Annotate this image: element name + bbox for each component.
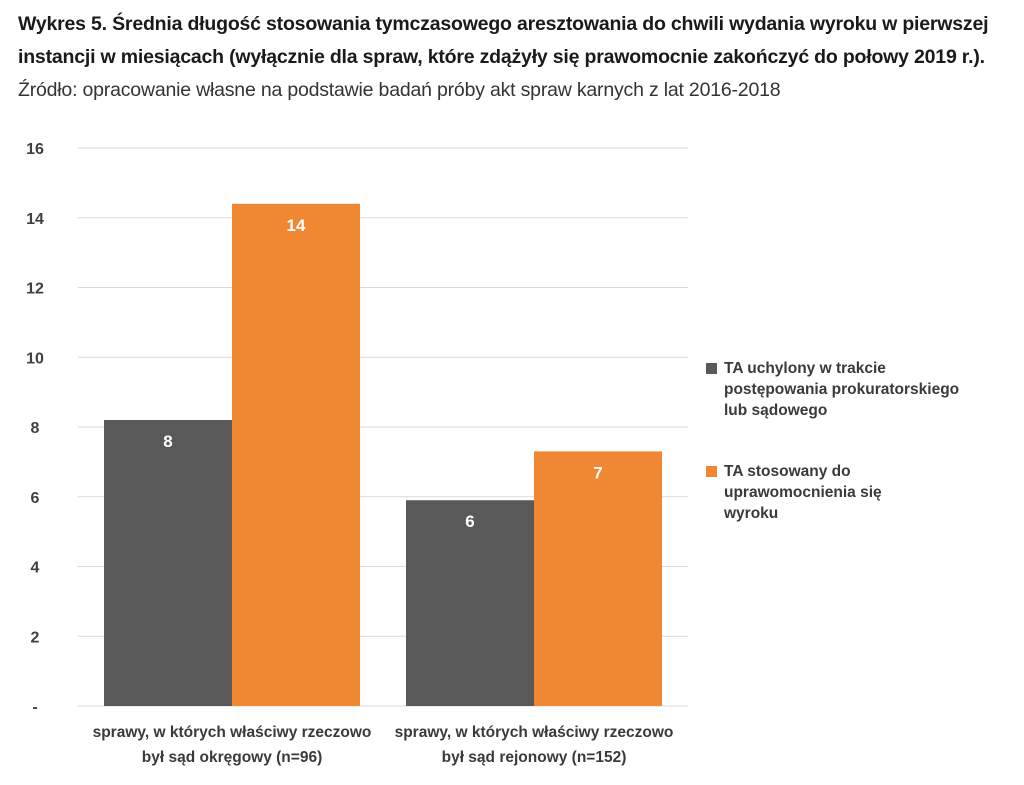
bar-value-label: 6	[465, 512, 474, 531]
legend-label: TA stosowany do uprawomocnienia się wyroku	[724, 461, 974, 524]
y-tick-label: 2	[31, 629, 40, 646]
bar	[406, 500, 534, 706]
bar-value-label: 8	[163, 432, 172, 451]
x-category-label-line: sprawy, w których właściwy rzeczowo	[92, 724, 372, 741]
caption-title: Wykres 5. Średnia długość stosowania tym…	[18, 13, 989, 68]
bar	[232, 203, 360, 707]
x-category-label: sprawy, w których właściwy rzeczowo był s…	[384, 720, 684, 770]
legend-label-line: lub sądowego	[724, 402, 828, 419]
y-tick-label: 10	[26, 350, 44, 367]
legend-label-line: wyroku	[724, 505, 779, 522]
y-tick-label: 16	[26, 141, 44, 158]
legend-label-line: postępowania prokuratorskiego	[724, 381, 960, 398]
x-category-label-line: był sąd rejonowy (n=152)	[441, 749, 627, 766]
y-tick-label: 14	[26, 211, 44, 228]
legend-label-line: TA uchylony w trakcie	[724, 360, 886, 377]
y-tick-label: 4	[31, 560, 40, 577]
bar	[104, 420, 232, 706]
legend-label-line: uprawomocnienia się	[724, 484, 882, 501]
y-tick-label: 6	[31, 490, 40, 507]
x-category-label: sprawy, w których właściwy rzeczowo był s…	[82, 720, 382, 770]
legend-label: TA uchylony w trakcie postępowania prokur…	[724, 358, 974, 421]
legend-swatch	[706, 363, 717, 374]
legend-swatch	[706, 466, 717, 477]
x-category-label-line: sprawy, w których właściwy rzeczowo	[394, 724, 674, 741]
legend-label-line: TA stosowany do	[724, 463, 851, 480]
bar-value-label: 7	[593, 463, 602, 482]
chart-caption: Wykres 5. Średnia długość stosowania tym…	[18, 8, 1008, 107]
y-tick-label: 8	[31, 420, 40, 437]
bar	[534, 451, 662, 706]
y-tick-label: -	[32, 699, 37, 716]
caption-source: Źródło: opracowanie własne na podstawie …	[18, 79, 781, 101]
x-category-label-line: był sąd okręgowy (n=96)	[141, 749, 323, 766]
y-tick-label: 12	[26, 281, 44, 298]
bar-value-label: 14	[287, 216, 306, 235]
